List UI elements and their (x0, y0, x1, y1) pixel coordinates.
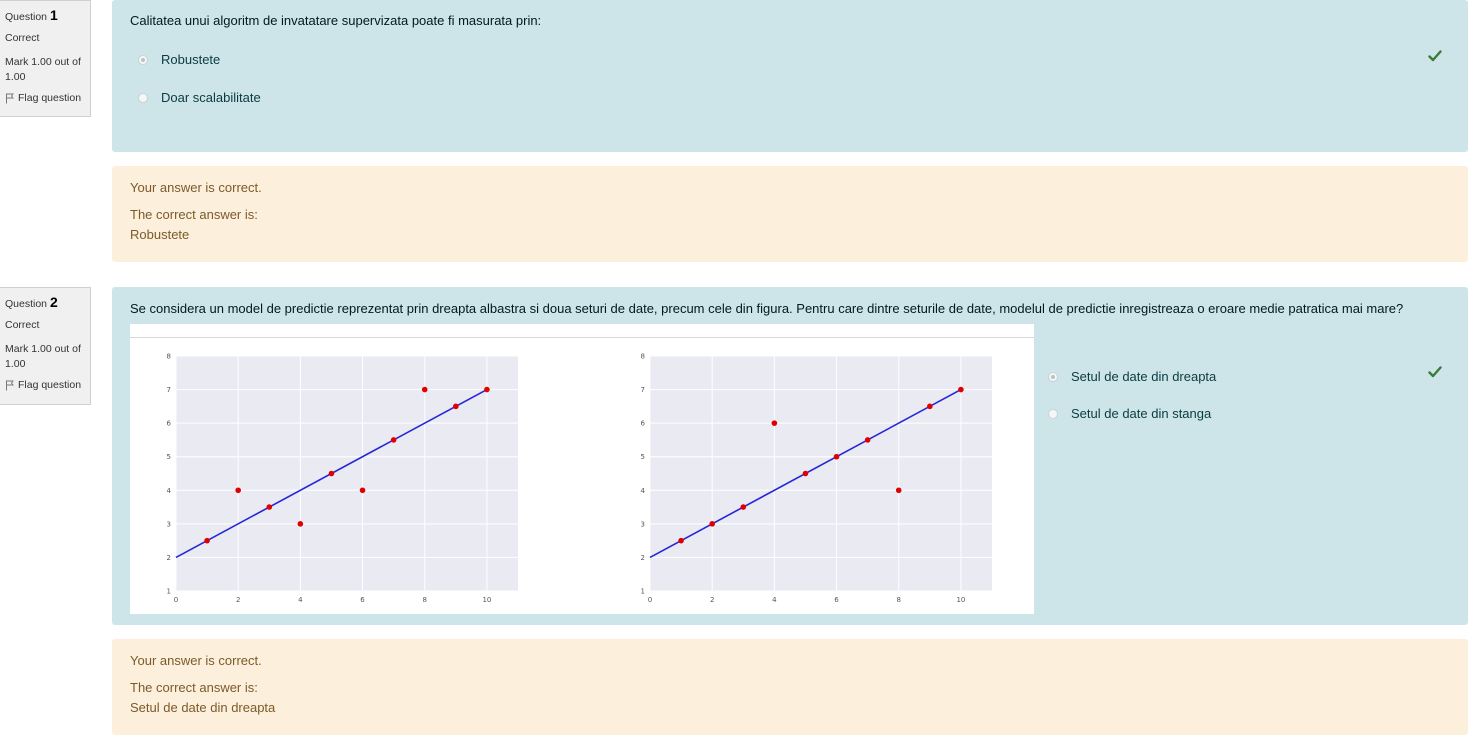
x-tick-label: 10 (956, 596, 965, 604)
data-point (864, 437, 871, 443)
y-tick-label: 5 (167, 453, 171, 461)
question-formulation-1: Calitatea unui algoritm de invatatare su… (112, 0, 1468, 152)
x-tick-label: 0 (174, 596, 178, 604)
data-point (802, 470, 809, 477)
feedback-correct-value: Setul de date din dreapta (130, 700, 276, 715)
question-feedback-1: Your answer is correct. The correct answ… (112, 166, 1468, 262)
data-point (484, 386, 490, 393)
y-tick-label: 1 (641, 588, 645, 596)
data-point (740, 504, 747, 510)
answer-option-robustete[interactable]: Robustete (138, 52, 220, 67)
plot-area (176, 356, 518, 591)
y-tick-label: 3 (167, 520, 171, 528)
radio-button[interactable] (1048, 408, 1058, 419)
feedback-result: Your answer is correct. (130, 653, 262, 668)
question-grade: Mark 1.00 out of 1.00 (5, 56, 81, 83)
data-point (453, 403, 459, 410)
y-tick-label: 8 (641, 353, 645, 361)
data-point (958, 386, 964, 393)
radio-button[interactable] (138, 54, 148, 65)
question-info-1: Question 1 Correct Mark 1.00 out of 1.00… (0, 0, 91, 117)
data-point (204, 537, 210, 544)
data-point (328, 470, 335, 477)
question-state: Correct (5, 32, 40, 44)
data-point (833, 453, 840, 460)
flag-question-link[interactable]: Flag question (5, 379, 86, 391)
data-point (421, 386, 428, 393)
x-tick-label: 4 (772, 596, 777, 604)
question-state: Correct (5, 319, 40, 331)
y-tick-label: 7 (167, 386, 171, 394)
flag-question-link[interactable]: Flag question (5, 92, 86, 104)
question-feedback-2: Your answer is correct. The correct answ… (112, 639, 1468, 735)
data-point (297, 521, 304, 527)
y-tick-label: 5 (641, 453, 645, 461)
feedback-correct-intro: The correct answer is: (130, 680, 258, 695)
x-tick-label: 4 (298, 596, 303, 604)
figure-divider (130, 337, 1034, 338)
correct-check-icon (1428, 366, 1442, 378)
flag-icon (6, 380, 14, 391)
y-tick-label: 2 (641, 554, 645, 562)
x-tick-label: 6 (834, 596, 839, 604)
data-point (895, 487, 902, 494)
y-tick-label: 6 (167, 420, 172, 428)
x-tick-label: 0 (648, 596, 652, 604)
data-point (709, 521, 715, 527)
x-tick-label: 2 (236, 596, 240, 604)
feedback-correct-intro: The correct answer is: (130, 207, 258, 222)
flag-icon (6, 93, 14, 104)
answer-option-doar-scalabilitate[interactable]: Doar scalabilitate (138, 90, 261, 105)
answer-option-setul-stanga[interactable]: Setul de date din stanga (1048, 406, 1211, 421)
data-point (235, 487, 241, 494)
question-number: Question 2 (5, 294, 58, 310)
y-tick-label: 8 (167, 353, 171, 361)
data-point (266, 504, 273, 510)
y-tick-label: 2 (167, 554, 171, 562)
y-tick-label: 6 (641, 420, 646, 428)
answer-option-setul-dreapta[interactable]: Setul de date din dreapta (1048, 369, 1216, 384)
data-point (771, 420, 778, 426)
y-tick-label: 4 (641, 487, 646, 495)
feedback-correct-value: Robustete (130, 227, 190, 242)
data-point (390, 437, 397, 443)
plot-area (650, 356, 992, 591)
correct-check-icon (1428, 50, 1442, 62)
question-info-2: Question 2 Correct Mark 1.00 out of 1.00… (0, 287, 91, 405)
question-text: Calitatea unui algoritm de invatatare su… (130, 13, 542, 28)
data-point (359, 487, 366, 494)
x-tick-label: 6 (360, 596, 365, 604)
y-tick-label: 1 (167, 588, 171, 596)
x-tick-label: 8 (896, 596, 900, 604)
question-grade: Mark 1.00 out of 1.00 (5, 343, 81, 370)
x-tick-label: 10 (482, 596, 491, 604)
y-tick-label: 7 (641, 386, 645, 394)
y-tick-label: 4 (167, 487, 172, 495)
x-tick-label: 2 (710, 596, 714, 604)
radio-button[interactable] (1048, 371, 1058, 382)
data-point (927, 403, 933, 410)
data-point (678, 537, 684, 544)
x-tick-label: 8 (422, 596, 426, 604)
y-tick-label: 3 (641, 520, 645, 528)
question-figure: 0 2 4 6 8 10 1 2 3 4 5 6 7 8 0 2 4 6 8 10 1 2 3 4 5 6 7 8 (130, 324, 1034, 614)
question-number: Question 1 (5, 7, 58, 23)
question-text: Se considera un model de predictie repre… (130, 301, 1404, 316)
question-formulation-2: Se considera un model de predictie repre… (112, 287, 1468, 625)
radio-button[interactable] (138, 92, 148, 103)
feedback-result: Your answer is correct. (130, 180, 262, 195)
